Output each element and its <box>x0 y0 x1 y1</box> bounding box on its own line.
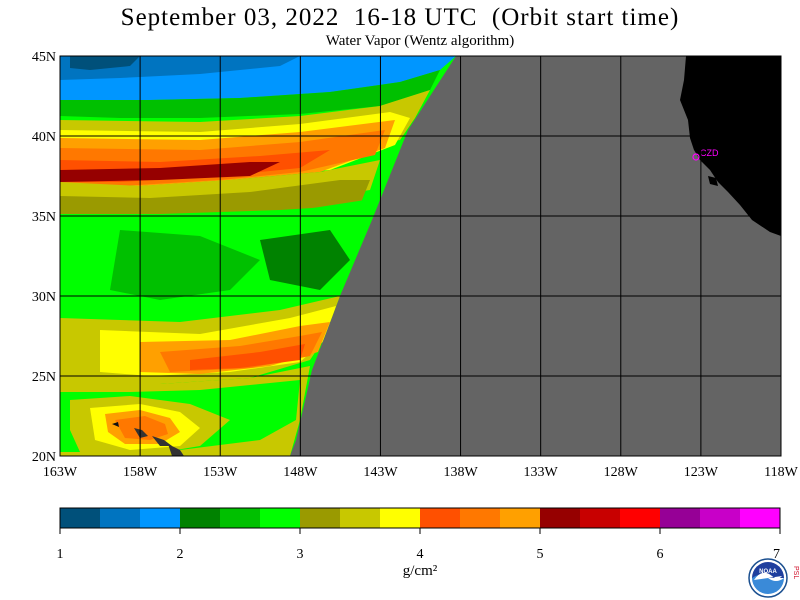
latitude-label: 35N <box>32 210 56 225</box>
latitude-label: 45N <box>32 50 56 65</box>
colorbar-swatch <box>740 508 781 528</box>
colorbar-swatch <box>460 508 501 528</box>
colorbar-tick-label: 7 <box>773 547 780 562</box>
colorbar-tick-label: 1 <box>57 547 64 562</box>
colorbar-swatch <box>660 508 701 528</box>
longitude-label: 118W <box>764 465 798 480</box>
longitude-label: 143W <box>363 465 398 480</box>
colorbar-tick-label: 2 <box>177 547 184 562</box>
colorbar-swatch <box>620 508 661 528</box>
map-frame <box>59 55 782 457</box>
latitude-label: 40N <box>32 130 56 145</box>
map-plot-area: CZD <box>60 56 781 456</box>
island-kauai <box>134 428 148 438</box>
colorbar-swatch <box>700 508 741 528</box>
colorbar-swatch <box>580 508 621 528</box>
colorbar-swatch <box>260 508 301 528</box>
logo-text: NOAA <box>759 569 777 575</box>
colorbar-unit-label: g/cm² <box>402 563 438 579</box>
longitude-label: 128W <box>604 465 639 480</box>
colorbar-tick-label: 5 <box>537 547 544 562</box>
land-mass <box>680 56 781 236</box>
colorbar-swatch <box>380 508 421 528</box>
colorbar-swatch <box>60 508 101 528</box>
psl-label: PSL <box>792 566 799 580</box>
longitude-labels: 163W 158W 153W 148W 143W 138W 133W 128W 123W 118W <box>43 465 799 480</box>
noaa-logo-icon: NOAA <box>748 558 788 598</box>
latitude-label: 25N <box>32 370 56 385</box>
latitude-labels: 45N 40N 35N 30N 25N 20N <box>32 50 56 465</box>
station-marker <box>692 153 700 161</box>
colorbar-tick-label: 6 <box>657 547 664 562</box>
colorbar-swatch <box>140 508 181 528</box>
colorbar-swatch <box>300 508 341 528</box>
colorbar-swatch <box>500 508 541 528</box>
longitude-label: 158W <box>123 465 158 480</box>
colorbar-tick-label: 3 <box>297 547 304 562</box>
latitude-label: 20N <box>32 450 56 465</box>
longitude-label: 153W <box>203 465 238 480</box>
longitude-label: 138W <box>443 465 478 480</box>
colorbar-swatch <box>100 508 141 528</box>
longitude-label: 123W <box>684 465 719 480</box>
longitude-label: 133W <box>524 465 559 480</box>
colorbar <box>59 507 781 529</box>
map-title: September 03, 2022 16-18 UTC (Orbit star… <box>120 4 680 31</box>
colorbar-tick-label: 4 <box>417 547 424 562</box>
colorbar-swatch <box>420 508 461 528</box>
map-subtitle: Water Vapor (Wentz algorithm) <box>325 33 515 49</box>
station-label: CZD <box>700 148 719 158</box>
latitude-label: 30N <box>32 290 56 305</box>
longitude-label: 148W <box>283 465 318 480</box>
colorbar-swatch <box>340 508 381 528</box>
colorbar-swatch <box>220 508 261 528</box>
colorbar-swatch <box>180 508 221 528</box>
longitude-label: 163W <box>43 465 78 480</box>
colorbar-swatch <box>540 508 581 528</box>
map-grid <box>60 56 781 456</box>
colorbar-ticks: 1 2 3 4 5 6 7 <box>57 528 781 562</box>
